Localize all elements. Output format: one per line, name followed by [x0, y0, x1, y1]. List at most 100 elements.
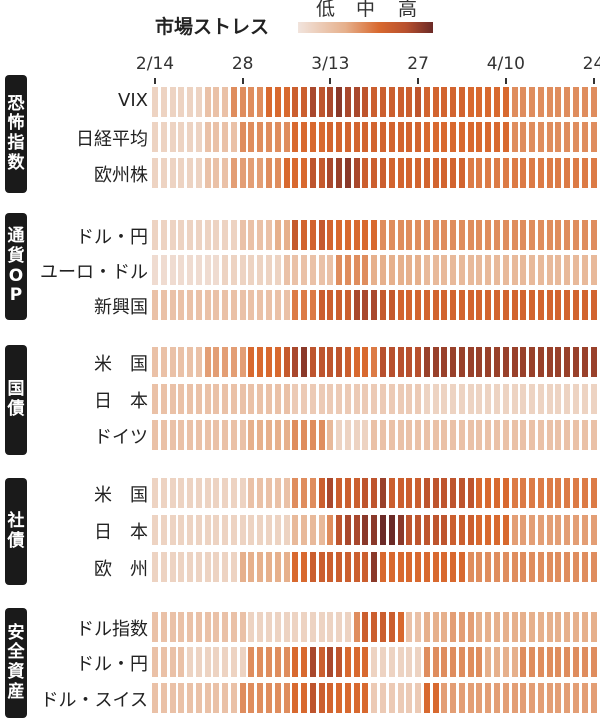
- heatmap-cell: [257, 612, 264, 642]
- heatmap-cell: [502, 478, 509, 508]
- x-tick-mark: [329, 78, 332, 84]
- heatmap-cell: [344, 683, 351, 713]
- heatmap-cell: [590, 612, 597, 642]
- heatmap-cell: [467, 515, 474, 545]
- heatmap-cell: [152, 255, 158, 285]
- heatmap-cell: [511, 122, 518, 152]
- heatmap-cell: [397, 420, 404, 450]
- heatmap-cell: [450, 384, 457, 414]
- heatmap-cell: [178, 87, 185, 117]
- heatmap-cell: [292, 478, 299, 508]
- heatmap-cell: [344, 255, 351, 285]
- heatmap-cell: [266, 478, 272, 508]
- heatmap-cell: [230, 158, 237, 188]
- heatmap-cell: [590, 420, 597, 450]
- heatmap-cell: [178, 290, 185, 320]
- heatmap-cell: [520, 420, 527, 450]
- heatmap-cell: [546, 612, 553, 642]
- row-label: 米 国: [94, 485, 148, 506]
- heatmap-cell: [388, 683, 395, 713]
- heatmap-cell: [283, 220, 290, 250]
- heatmap-cell: [230, 420, 237, 450]
- heatmap-cell: [564, 87, 571, 117]
- row-label: ユーロ・ドル: [40, 262, 148, 283]
- group-label: 通貨OP: [5, 213, 27, 320]
- heatmap-cell: [309, 552, 316, 582]
- heatmap-cell: [467, 122, 474, 152]
- heatmap-cell: [564, 612, 571, 642]
- heatmap-cell: [529, 290, 536, 320]
- heatmap-cell: [178, 420, 185, 450]
- heatmap-cell: [204, 87, 211, 117]
- heatmap-cell: [397, 478, 404, 508]
- heatmap-cell: [266, 87, 272, 117]
- heatmap-cell: [502, 290, 509, 320]
- heatmap-cell: [160, 122, 167, 152]
- heatmap-cell: [222, 87, 229, 117]
- heatmap-cell: [160, 347, 167, 377]
- group-label-text: 安全資産: [7, 622, 25, 702]
- heatmap-cell: [266, 122, 272, 152]
- heatmap-cell: [344, 478, 351, 508]
- heatmap-cell: [292, 347, 299, 377]
- heatmap-cell: [292, 515, 299, 545]
- heatmap-cell: [476, 420, 483, 450]
- heatmap-cell: [239, 612, 246, 642]
- heatmap-cell: [397, 647, 404, 677]
- heatmap-cell: [572, 87, 579, 117]
- heatmap-cell: [222, 384, 229, 414]
- heatmap-cell: [564, 220, 571, 250]
- heatmap-cell: [274, 478, 281, 508]
- heatmap-cell: [169, 158, 176, 188]
- heatmap-cell: [441, 87, 448, 117]
- heatmap-cell: [581, 220, 588, 250]
- heatmap-cell: [423, 515, 430, 545]
- heatmap-cell: [257, 552, 264, 582]
- heatmap-cell: [406, 478, 413, 508]
- heatmap-cell: [520, 683, 527, 713]
- heatmap-cell: [336, 347, 343, 377]
- heatmap-cell: [380, 87, 387, 117]
- heatmap-cell: [581, 420, 588, 450]
- heatmap-cell: [292, 647, 299, 677]
- heatmap-cell: [590, 683, 597, 713]
- heatmap-cell: [546, 347, 553, 377]
- heatmap-cell: [336, 255, 343, 285]
- heatmap-cell: [572, 158, 579, 188]
- heatmap-cell: [187, 612, 194, 642]
- heatmap-cell: [415, 515, 422, 545]
- heatmap-cell: [450, 122, 457, 152]
- heatmap-cell: [520, 647, 527, 677]
- heatmap-cell: [511, 290, 518, 320]
- heatmap-cell: [309, 122, 316, 152]
- heatmap-cell: [178, 478, 185, 508]
- heatmap-cell: [222, 552, 229, 582]
- heatmap-cell: [406, 515, 413, 545]
- heatmap-cell: [494, 515, 501, 545]
- heatmap-cell: [572, 255, 579, 285]
- heatmap-cell: [301, 87, 308, 117]
- heatmap-cell: [230, 683, 237, 713]
- heatmap-cell: [555, 683, 562, 713]
- heatmap-cell: [388, 420, 395, 450]
- heatmap-cell: [388, 220, 395, 250]
- heatmap-cell: [380, 478, 387, 508]
- heatmap-cell: [187, 683, 194, 713]
- heatmap-cell: [572, 552, 579, 582]
- heatmap-cell: [371, 552, 378, 582]
- heatmap-cell: [283, 647, 290, 677]
- heatmap-cell: [485, 420, 492, 450]
- heatmap-cell: [476, 220, 483, 250]
- heatmap-cell: [467, 255, 474, 285]
- heatmap-cell: [529, 158, 536, 188]
- heatmap-cell: [292, 87, 299, 117]
- heatmap-cell: [520, 612, 527, 642]
- heatmap-cell: [195, 87, 202, 117]
- heatmap-cell: [441, 290, 448, 320]
- heatmap-cell: [476, 158, 483, 188]
- heatmap-cell: [152, 612, 158, 642]
- heatmap-cell: [380, 515, 387, 545]
- heatmap-cell: [529, 255, 536, 285]
- heatmap-cell: [406, 87, 413, 117]
- heatmap-cell: [327, 478, 334, 508]
